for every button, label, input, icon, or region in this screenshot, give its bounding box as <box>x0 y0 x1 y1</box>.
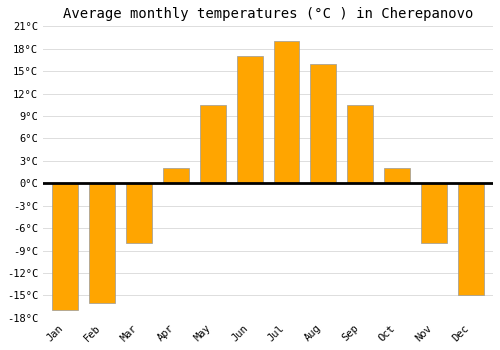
Bar <box>200 105 226 183</box>
Bar <box>384 168 410 183</box>
Bar <box>421 183 447 243</box>
Bar <box>274 41 299 183</box>
Bar <box>348 105 373 183</box>
Bar <box>310 64 336 183</box>
Bar <box>458 183 484 295</box>
Bar <box>236 56 262 183</box>
Bar <box>52 183 78 310</box>
Title: Average monthly temperatures (°C ) in Cherepanovo: Average monthly temperatures (°C ) in Ch… <box>63 7 473 21</box>
Bar <box>89 183 115 303</box>
Bar <box>126 183 152 243</box>
Bar <box>163 168 189 183</box>
